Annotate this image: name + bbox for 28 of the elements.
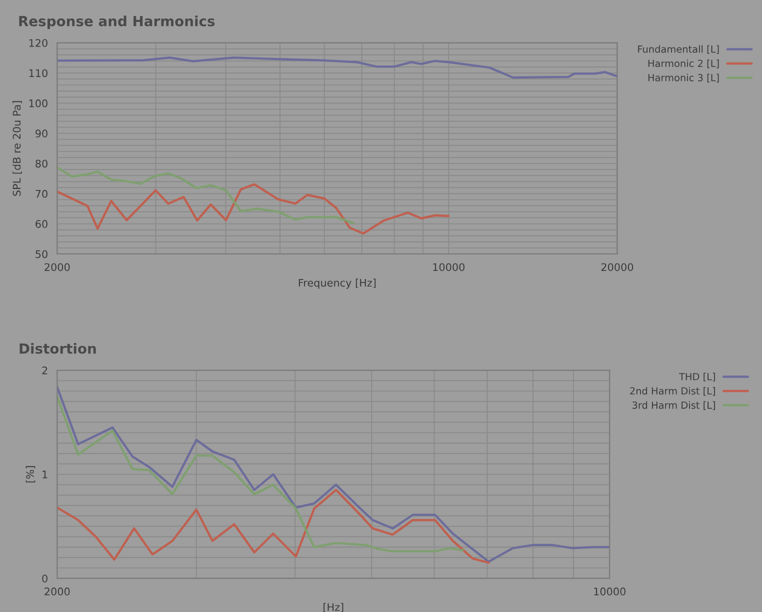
y-axis-title: SPL [dB re 20u Pa] xyxy=(12,101,22,196)
x-axis-title: [Hz] xyxy=(324,603,344,612)
y-tick-label: 100 xyxy=(29,99,48,108)
x-axis-title: Frequency [Hz] xyxy=(298,278,376,289)
legend-label: Fundamentall [L] xyxy=(638,45,719,54)
chart-title: Distortion xyxy=(20,343,96,354)
y-tick-label: 70 xyxy=(36,190,48,198)
y-tick-label: 50 xyxy=(36,250,48,258)
y-tick-label: 2 xyxy=(42,366,48,374)
legend-label: Harmonic 2 [L] xyxy=(648,60,719,68)
legend-label: THD [L] xyxy=(678,372,715,382)
y-axis-title: [%] xyxy=(26,466,36,482)
x-tick-label: 10000 xyxy=(594,588,626,596)
x-tick-label: 2000 xyxy=(44,263,70,272)
chart-title: Response and Harmonics xyxy=(19,16,215,30)
y-tick-label: 0 xyxy=(42,574,48,582)
x-tick-label: 10000 xyxy=(433,263,464,272)
y-tick-label: 1 xyxy=(42,470,48,478)
y-tick-label: 120 xyxy=(29,39,48,47)
y-tick-label: 110 xyxy=(29,69,48,78)
y-tick-label: 60 xyxy=(36,220,48,228)
y-tick-label: 80 xyxy=(36,160,48,168)
x-tick-label: 20000 xyxy=(601,263,634,272)
x-tick-label: 2000 xyxy=(44,588,70,596)
y-tick-label: 90 xyxy=(36,130,48,138)
legend-label: 3rd Harm Dist [L] xyxy=(632,401,715,410)
legend-label: Harmonic 3 [L] xyxy=(648,74,719,82)
legend-label: 2nd Harm Dist [L] xyxy=(630,387,715,396)
